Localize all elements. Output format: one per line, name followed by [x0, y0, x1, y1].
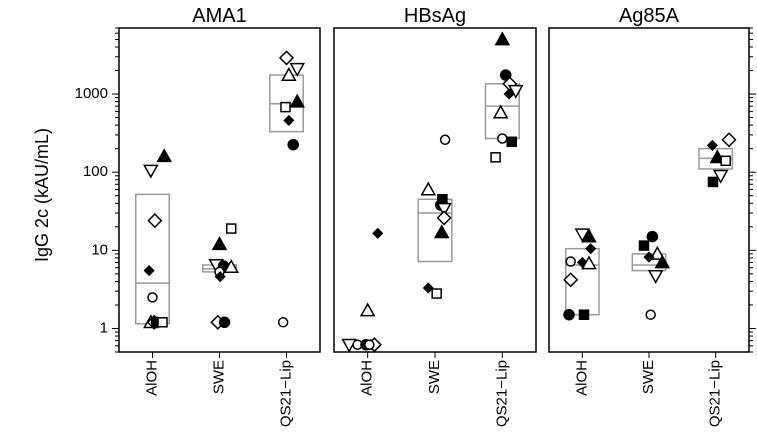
data-point — [147, 292, 158, 303]
data-point — [581, 228, 597, 243]
data-point — [218, 316, 231, 329]
data-point — [280, 101, 291, 113]
data-point — [497, 133, 508, 144]
panel-title: AMA1 — [192, 5, 246, 27]
data-point — [431, 288, 442, 299]
data-point — [721, 132, 737, 148]
data-point — [283, 114, 295, 126]
data-point — [565, 256, 576, 267]
data-point — [214, 271, 226, 283]
data-point — [439, 134, 451, 146]
data-point — [436, 202, 452, 217]
data-point — [647, 270, 664, 284]
data-point — [211, 236, 228, 251]
data-point — [645, 309, 656, 320]
data-point — [499, 69, 512, 81]
data-point — [225, 223, 237, 234]
data-point — [156, 148, 172, 163]
x-tick-label: AlOH — [143, 360, 160, 396]
data-point — [563, 308, 575, 321]
data-point — [503, 88, 515, 100]
data-point — [364, 339, 375, 350]
data-point — [654, 254, 671, 269]
x-tick-label: QS21−Lip — [493, 360, 510, 427]
data-point — [287, 138, 299, 151]
panel-frame — [548, 27, 750, 353]
panel-title: Ag85A — [619, 5, 680, 27]
data-point — [581, 255, 597, 270]
data-point — [277, 317, 289, 328]
data-point — [706, 139, 718, 151]
data-point — [157, 317, 168, 328]
data-point — [492, 104, 509, 119]
data-point — [490, 152, 501, 163]
data-point — [278, 50, 295, 66]
x-tick-label: QS21−Lip — [707, 360, 724, 427]
panel-title: HBsAg — [404, 5, 466, 27]
data-point — [147, 213, 163, 229]
data-point — [223, 259, 239, 274]
data-point — [646, 230, 659, 243]
data-point — [143, 265, 155, 277]
data-point — [289, 62, 305, 77]
x-tick-label: QS21−Lip — [277, 360, 294, 427]
data-point — [143, 164, 159, 179]
data-point — [643, 251, 655, 263]
data-point — [422, 282, 434, 294]
data-point — [720, 155, 731, 167]
panel-ama1: AMA1 AlOH SWE QS21−Lip — [112, 5, 321, 427]
data-point — [494, 31, 511, 46]
data-point — [563, 272, 579, 288]
data-point — [508, 84, 524, 99]
y-tick-label: 10 — [91, 241, 108, 258]
data-point — [707, 176, 719, 188]
data-point — [638, 240, 650, 251]
y-axis-label: IgG 2c (kAU/mL) — [32, 128, 52, 262]
box — [135, 193, 170, 325]
data-point — [585, 243, 597, 255]
data-point — [289, 93, 305, 108]
data-point — [359, 302, 376, 317]
data-point — [436, 210, 452, 226]
data-point — [578, 309, 590, 320]
data-point — [506, 136, 518, 148]
x-tick-label: SWE — [640, 360, 657, 394]
panel-ag85a: Ag85A AlOH SWE QS21−Lip — [548, 5, 756, 427]
x-tick-label: SWE — [210, 360, 227, 394]
data-point — [712, 169, 729, 184]
panel-hbsag: HBsAg AlOH SWE QS21−Lip — [333, 5, 537, 427]
x-tick-label: SWE — [426, 360, 443, 394]
y-tick-label: 100 — [83, 163, 108, 180]
y-tick-label: 1000 — [75, 85, 108, 102]
x-tick-label: AlOH — [573, 360, 590, 396]
data-point — [433, 224, 450, 239]
data-point — [372, 227, 384, 239]
y-tick-label: 1 — [100, 319, 108, 336]
x-tick-label: AlOH — [359, 360, 376, 396]
data-point — [281, 67, 297, 81]
data-point — [420, 181, 437, 196]
data-point — [649, 245, 666, 260]
box — [417, 198, 453, 263]
